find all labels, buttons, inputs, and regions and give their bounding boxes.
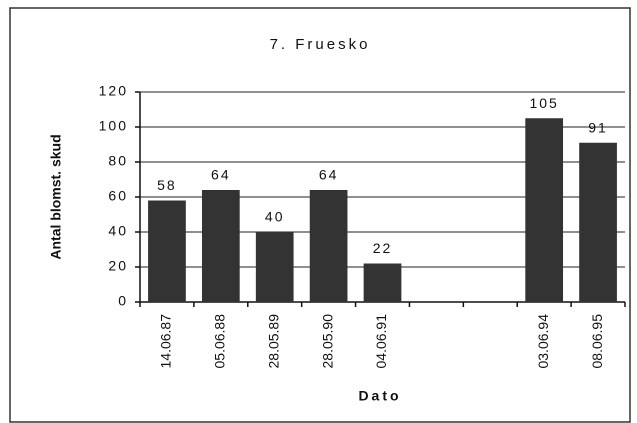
- data-label: 58: [157, 177, 177, 193]
- y-axis-label: Antal blomst. skud: [48, 134, 64, 259]
- y-tick-label: 120: [99, 83, 128, 99]
- data-label: 64: [319, 167, 339, 183]
- bar: [525, 118, 564, 302]
- chart-border: [9, 7, 631, 423]
- x-tick-label: 28.05.89: [265, 314, 281, 369]
- data-label: 105: [529, 95, 558, 111]
- x-tick-label: 04.06.91: [373, 314, 389, 369]
- bar: [255, 232, 294, 302]
- data-label: 22: [373, 240, 393, 256]
- x-tick-label: 14.06.87: [158, 314, 174, 369]
- y-tick-label: 60: [108, 188, 128, 204]
- y-tick-label: 0: [118, 293, 128, 309]
- bar: [148, 200, 186, 302]
- x-tick-label: 08.06.95: [589, 314, 605, 369]
- y-tick-label: 20: [108, 258, 128, 274]
- y-tick-label: 40: [108, 223, 128, 239]
- y-tick-label: 80: [108, 153, 128, 169]
- chart-title: 7. Fruesko: [270, 36, 371, 53]
- x-tick-label: 05.06.88: [212, 314, 228, 369]
- data-label: 64: [211, 167, 231, 183]
- x-axis-label: Dato: [358, 388, 401, 404]
- y-tick-label: 100: [99, 118, 128, 134]
- bar: [309, 190, 348, 302]
- bar: [201, 190, 240, 302]
- x-tick-label: 03.06.94: [535, 314, 551, 369]
- bar: [579, 142, 617, 302]
- bar: [363, 263, 402, 302]
- data-label: 91: [588, 119, 608, 135]
- x-tick-label: 28.05.90: [319, 314, 335, 369]
- data-label: 40: [265, 209, 285, 225]
